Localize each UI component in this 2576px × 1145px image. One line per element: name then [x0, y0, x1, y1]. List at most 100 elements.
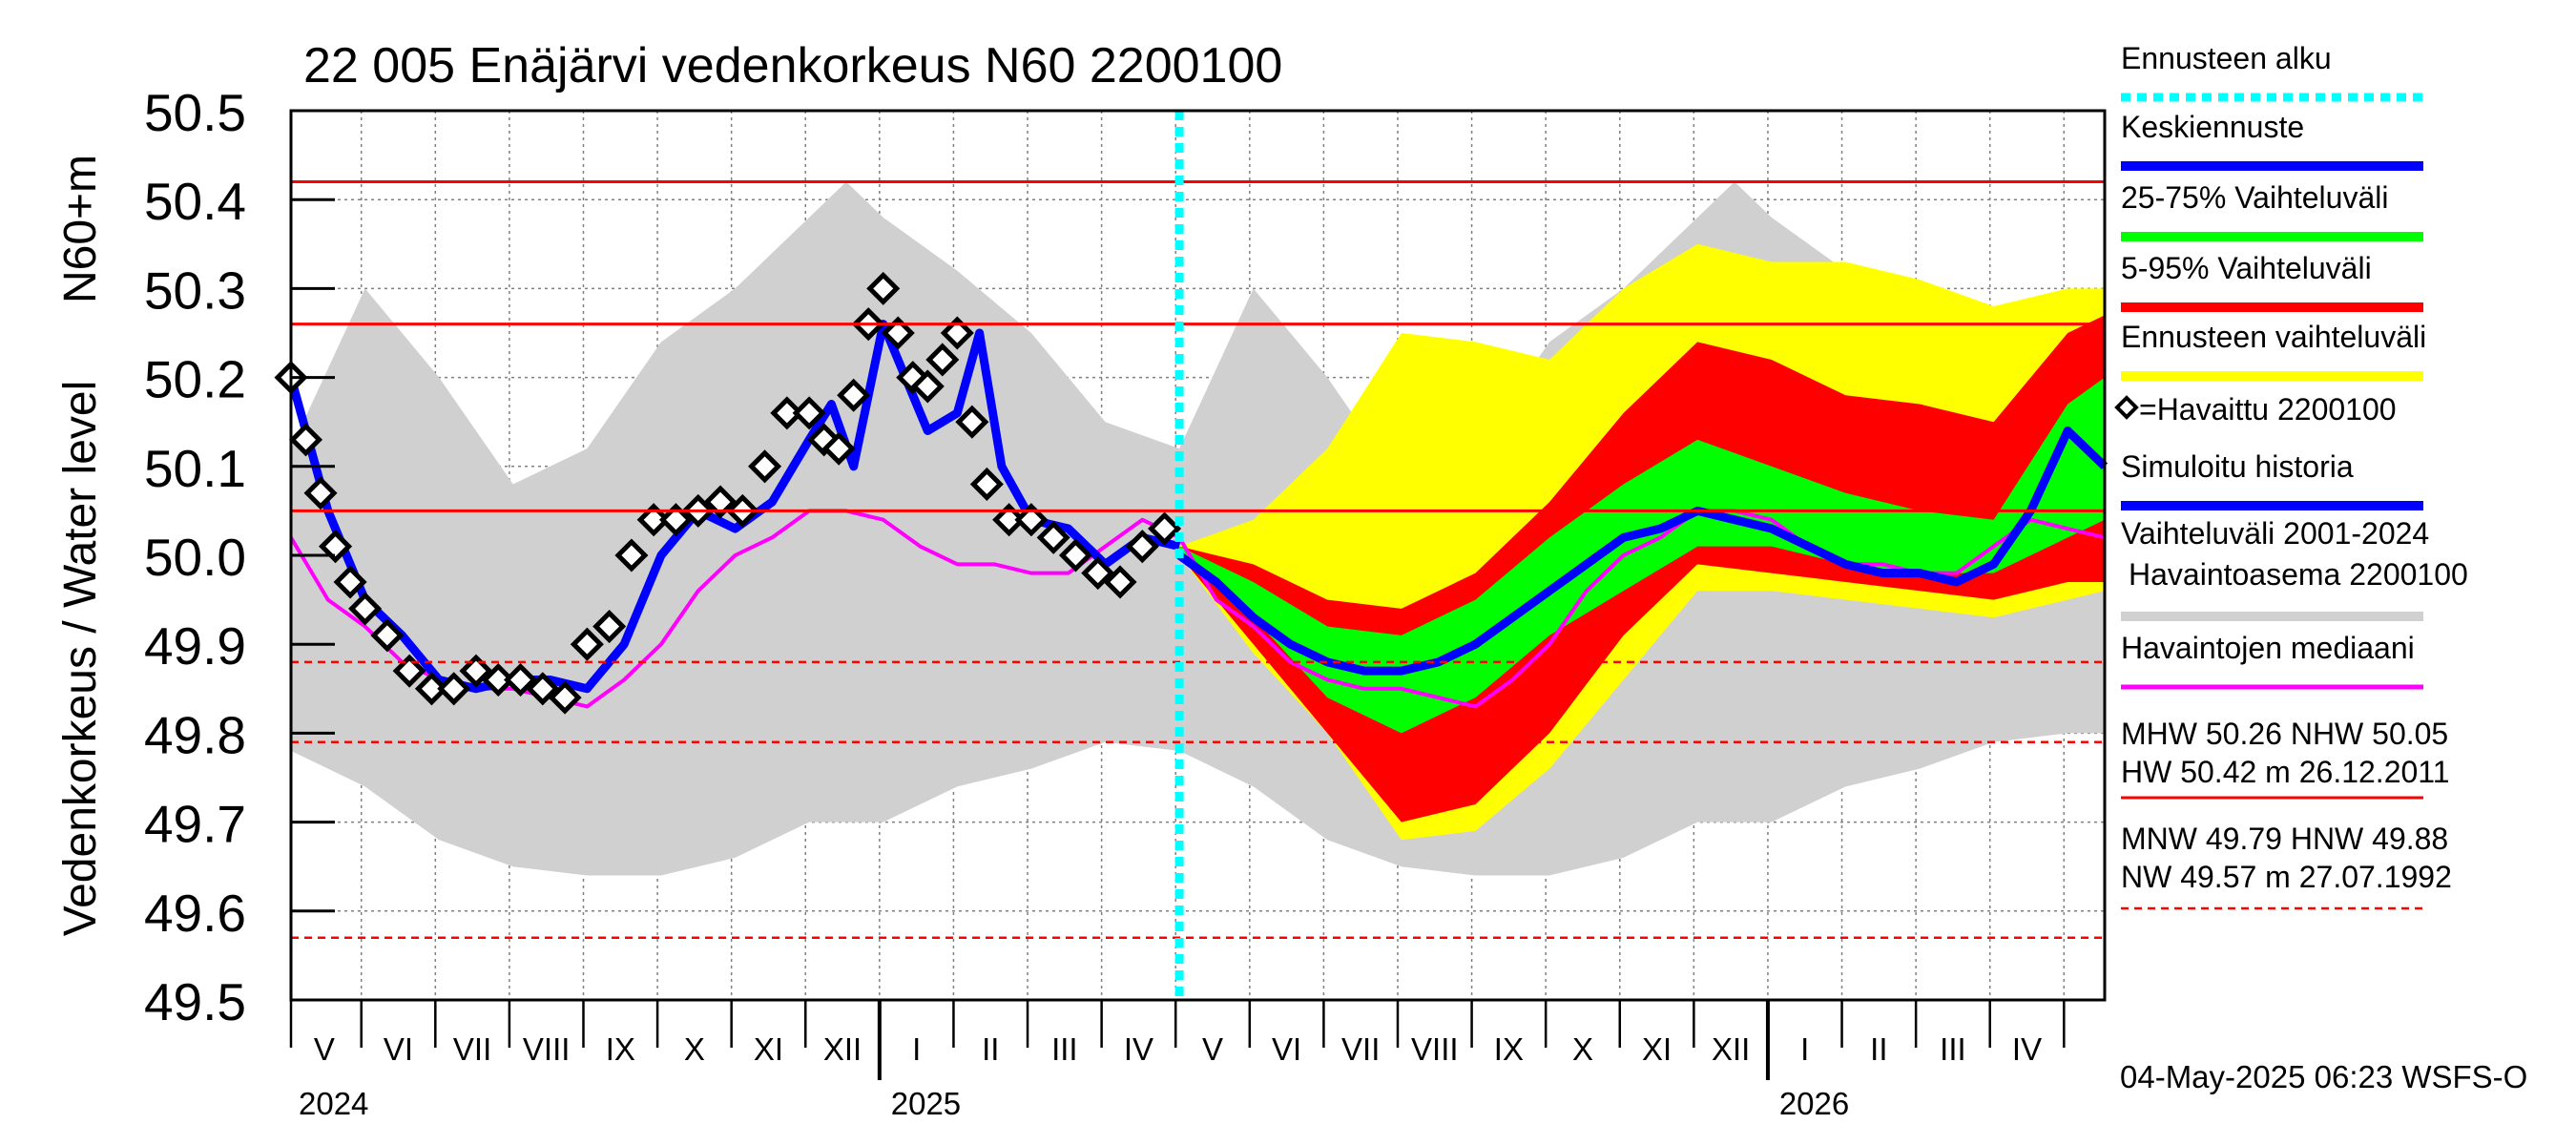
observed-point [503, 662, 538, 697]
year-label: 2025 [891, 1086, 961, 1121]
observed-point [481, 662, 515, 697]
month-label: VII [1341, 1031, 1380, 1067]
legend-ennusteen-alku-label: Ennusteen alku [2121, 41, 2332, 75]
month-label: V [314, 1031, 335, 1067]
observed-point [1036, 520, 1070, 554]
observed-point [866, 271, 901, 305]
month-label: IX [606, 1031, 635, 1067]
legend-vaihteluv-li-2001-2024-label2: Havaintoasema 2200100 [2129, 557, 2468, 592]
observed-point [1103, 565, 1137, 599]
observed-point [992, 503, 1027, 537]
month-label: V [1202, 1031, 1223, 1067]
legend-simuloitu-historia-label: Simuloitu historia [2121, 449, 2354, 484]
y-axis-unit-label: N60+m [55, 155, 106, 303]
reference-lines [291, 111, 2105, 1000]
observed-point [1081, 556, 1115, 591]
observed-point [955, 405, 989, 439]
month-label: XII [1712, 1031, 1750, 1067]
footer-timestamp: 04-May-2025 06:23 WSFS-O [2120, 1059, 2527, 1094]
legend-havaintojen-mediaani-label: Havaintojen mediaani [2121, 631, 2415, 665]
y-tick-label: 49.6 [144, 884, 246, 943]
month-label: X [684, 1031, 705, 1067]
month-label: IV [1124, 1031, 1153, 1067]
month-label: IX [1494, 1031, 1524, 1067]
month-label: XI [754, 1031, 783, 1067]
stats-nw: NW 49.57 m 27.07.1992 [2121, 860, 2452, 894]
observed-point [1058, 538, 1093, 572]
observed-point [333, 565, 367, 599]
y-tick-label: 49.5 [144, 972, 246, 1031]
observed-point [570, 627, 604, 661]
observed-point [881, 316, 915, 350]
x-axis-ticks: V VI VII VIII IX X XI XII I II III IV V VI VII VIII IX X X… [289, 1000, 2066, 1121]
observed-point [526, 672, 560, 706]
observed-point [792, 396, 826, 430]
year-label: 2026 [1779, 1086, 1849, 1121]
legend-keskiennuste-label: Keskiennuste [2121, 110, 2304, 144]
observed-point [703, 485, 737, 519]
month-label: IV [2012, 1031, 2042, 1067]
year-label: 2024 [299, 1086, 368, 1121]
month-label: II [1870, 1031, 1887, 1067]
observed-point [414, 672, 448, 706]
y-tick-label: 50.4 [144, 172, 246, 231]
observed-point [392, 654, 426, 688]
legend-havaittu-2200100-label: =Havaittu 2200100 [2139, 392, 2397, 427]
y-tick-label: 49.9 [144, 616, 246, 676]
observed-point [1014, 503, 1049, 537]
month-label: XI [1642, 1031, 1672, 1067]
observed-point [459, 654, 493, 688]
25-75-vaihteluv-li-band [1179, 377, 2105, 734]
legend: Ennusteen alku Keskiennuste 25-75% Vaihtel… [2114, 41, 2468, 690]
series-layer [274, 181, 2109, 876]
y-tick-label: 50.2 [144, 350, 246, 409]
month-label: XII [823, 1031, 862, 1067]
observed-point [925, 343, 960, 377]
legend-5-95-vaihteluv-li-label: 5-95% Vaihteluväli [2121, 251, 2372, 285]
y-tick-label: 49.8 [144, 705, 246, 764]
y-tick-label: 50.0 [144, 528, 246, 587]
observed-point [821, 431, 856, 466]
observed-point [1148, 511, 1182, 546]
observed-point [910, 369, 945, 404]
month-label: VIII [1411, 1031, 1459, 1067]
month-label: I [1800, 1031, 1809, 1067]
month-label: II [982, 1031, 999, 1067]
legend-25-75-vaihteluv-li-label: 25-75% Vaihteluväli [2121, 180, 2388, 215]
observed-point [437, 672, 471, 706]
legend-ennusteen-vaihteluv-li-label: Ennusteen vaihteluväli [2121, 320, 2426, 354]
stats-mnw-hnw: MNW 49.79 HNW 49.88 [2121, 822, 2448, 856]
legend-vaihteluv-li-2001-2024-label: Vaihteluväli 2001-2024 [2121, 516, 2429, 551]
observed-point [770, 396, 804, 430]
observed-point [348, 592, 383, 626]
y-axis-ticks: 49.5 49.6 49.7 49.8 49.9 50.0 50.1 50.2 50.3 50.4… [144, 83, 335, 1031]
observed-point [748, 449, 782, 484]
observed-point [614, 538, 649, 572]
observed-point [592, 610, 627, 644]
month-label: III [1940, 1031, 1966, 1067]
y-tick-label: 49.7 [144, 795, 246, 854]
y-tick-label: 50.1 [144, 439, 246, 498]
stats-hw: HW 50.42 m 26.12.2011 [2121, 755, 2450, 789]
observed-point [1125, 530, 1159, 564]
observed-point [969, 467, 1004, 501]
legend-havaittu-2200100-marker [2114, 395, 2139, 420]
observed-point [288, 423, 323, 457]
observed-point [658, 503, 694, 537]
observed-point [319, 530, 353, 564]
chart-title: 22 005 Enäjärvi vedenkorkeus N60 2200100 [303, 38, 1282, 94]
y-tick-label: 50.3 [144, 260, 246, 320]
month-label: VIII [523, 1031, 571, 1067]
observed-point [548, 680, 582, 715]
observed-point [370, 618, 405, 653]
month-label: VI [1272, 1031, 1301, 1067]
observed-point [303, 476, 338, 510]
month-label: VI [384, 1031, 413, 1067]
y-axis-label: Vedenkorkeus / Water level [55, 381, 106, 937]
observed-point [636, 503, 671, 537]
month-label: III [1051, 1031, 1078, 1067]
stats-mhw-nhw: MHW 50.26 NHW 50.05 [2121, 717, 2448, 751]
observed-point [837, 378, 871, 412]
month-label: X [1572, 1031, 1593, 1067]
